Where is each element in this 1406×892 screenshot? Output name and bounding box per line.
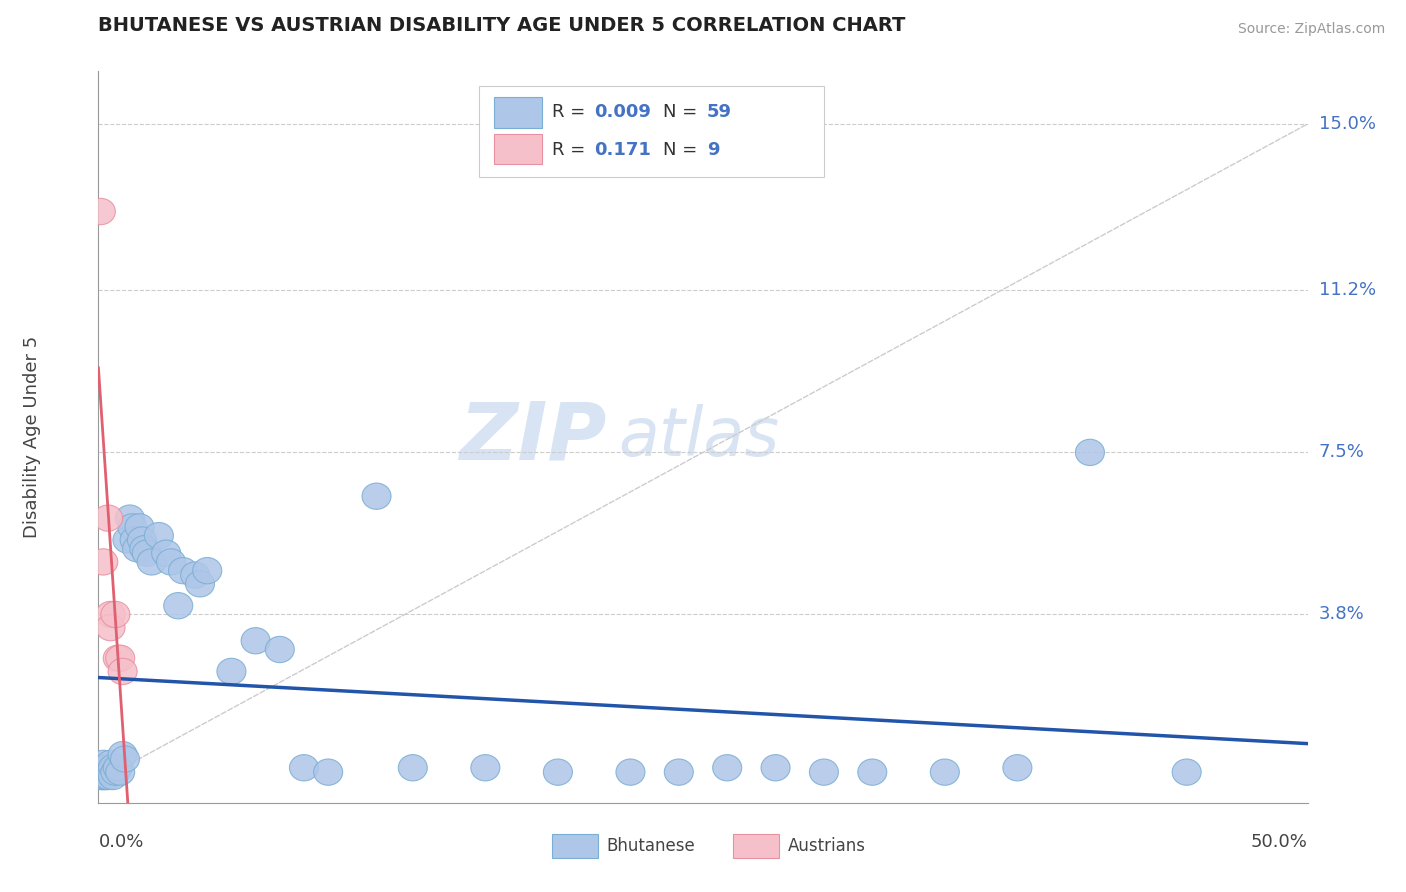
Ellipse shape — [89, 549, 118, 575]
Ellipse shape — [111, 746, 139, 772]
Ellipse shape — [112, 527, 142, 553]
Ellipse shape — [543, 759, 572, 785]
Ellipse shape — [664, 759, 693, 785]
Text: R =: R = — [551, 103, 591, 120]
Ellipse shape — [91, 764, 120, 789]
Text: ZIP: ZIP — [458, 398, 606, 476]
Text: 0.009: 0.009 — [595, 103, 651, 120]
Ellipse shape — [96, 759, 125, 785]
Ellipse shape — [361, 483, 391, 509]
Text: 0.0%: 0.0% — [98, 833, 143, 851]
FancyBboxPatch shape — [494, 134, 543, 164]
Ellipse shape — [240, 628, 270, 654]
Text: 3.8%: 3.8% — [1319, 606, 1364, 624]
Text: 59: 59 — [707, 103, 731, 120]
Text: atlas: atlas — [619, 404, 779, 470]
Text: 7.5%: 7.5% — [1319, 443, 1365, 461]
FancyBboxPatch shape — [551, 834, 598, 858]
Ellipse shape — [266, 636, 294, 663]
Ellipse shape — [169, 558, 198, 583]
Ellipse shape — [180, 562, 209, 588]
Ellipse shape — [91, 759, 120, 785]
Ellipse shape — [125, 514, 155, 540]
Text: 11.2%: 11.2% — [1319, 281, 1376, 300]
Ellipse shape — [810, 759, 838, 785]
Ellipse shape — [1002, 755, 1032, 780]
Ellipse shape — [103, 645, 132, 672]
Ellipse shape — [398, 755, 427, 780]
FancyBboxPatch shape — [494, 97, 543, 128]
Ellipse shape — [120, 527, 149, 553]
Text: 9: 9 — [707, 141, 718, 159]
Ellipse shape — [101, 759, 129, 785]
Text: 15.0%: 15.0% — [1319, 115, 1375, 133]
Ellipse shape — [103, 755, 132, 780]
FancyBboxPatch shape — [734, 834, 779, 858]
Ellipse shape — [105, 645, 135, 672]
Ellipse shape — [858, 759, 887, 785]
Ellipse shape — [761, 755, 790, 780]
FancyBboxPatch shape — [479, 86, 824, 178]
Ellipse shape — [471, 755, 501, 780]
Ellipse shape — [89, 755, 118, 780]
Ellipse shape — [163, 592, 193, 619]
Text: R =: R = — [551, 141, 591, 159]
Ellipse shape — [94, 755, 122, 780]
Text: N =: N = — [664, 141, 703, 159]
Ellipse shape — [129, 535, 159, 562]
Ellipse shape — [156, 549, 186, 575]
Ellipse shape — [94, 505, 122, 532]
Ellipse shape — [108, 658, 138, 684]
Ellipse shape — [96, 615, 125, 640]
Text: N =: N = — [664, 103, 703, 120]
Text: Source: ZipAtlas.com: Source: ZipAtlas.com — [1237, 22, 1385, 37]
Ellipse shape — [96, 601, 125, 628]
Ellipse shape — [91, 755, 120, 780]
Ellipse shape — [138, 549, 166, 575]
Ellipse shape — [86, 764, 115, 789]
Text: Bhutanese: Bhutanese — [606, 837, 695, 855]
Ellipse shape — [89, 759, 118, 785]
Ellipse shape — [931, 759, 959, 785]
Ellipse shape — [98, 755, 128, 780]
Ellipse shape — [132, 540, 162, 566]
Ellipse shape — [89, 764, 118, 789]
Ellipse shape — [86, 759, 115, 785]
Ellipse shape — [1076, 439, 1105, 466]
Ellipse shape — [217, 658, 246, 684]
Ellipse shape — [89, 750, 118, 777]
Ellipse shape — [152, 540, 180, 566]
Ellipse shape — [616, 759, 645, 785]
Ellipse shape — [101, 601, 129, 628]
Ellipse shape — [89, 764, 118, 789]
Text: BHUTANESE VS AUSTRIAN DISABILITY AGE UNDER 5 CORRELATION CHART: BHUTANESE VS AUSTRIAN DISABILITY AGE UND… — [98, 16, 905, 35]
Ellipse shape — [314, 759, 343, 785]
Ellipse shape — [186, 571, 215, 597]
Ellipse shape — [145, 523, 173, 549]
Text: 0.171: 0.171 — [595, 141, 651, 159]
Ellipse shape — [98, 764, 128, 789]
Ellipse shape — [122, 535, 152, 562]
Ellipse shape — [1173, 759, 1201, 785]
Ellipse shape — [115, 505, 145, 532]
Text: Disability Age Under 5: Disability Age Under 5 — [22, 336, 41, 538]
Ellipse shape — [96, 750, 125, 777]
Ellipse shape — [105, 759, 135, 785]
Text: 50.0%: 50.0% — [1251, 833, 1308, 851]
Ellipse shape — [118, 514, 146, 540]
Ellipse shape — [94, 764, 122, 789]
Ellipse shape — [193, 558, 222, 583]
Ellipse shape — [713, 755, 742, 780]
Ellipse shape — [290, 755, 319, 780]
Ellipse shape — [91, 759, 120, 785]
Ellipse shape — [108, 741, 138, 768]
Ellipse shape — [86, 198, 115, 225]
Ellipse shape — [128, 527, 156, 553]
Text: Austrians: Austrians — [787, 837, 866, 855]
